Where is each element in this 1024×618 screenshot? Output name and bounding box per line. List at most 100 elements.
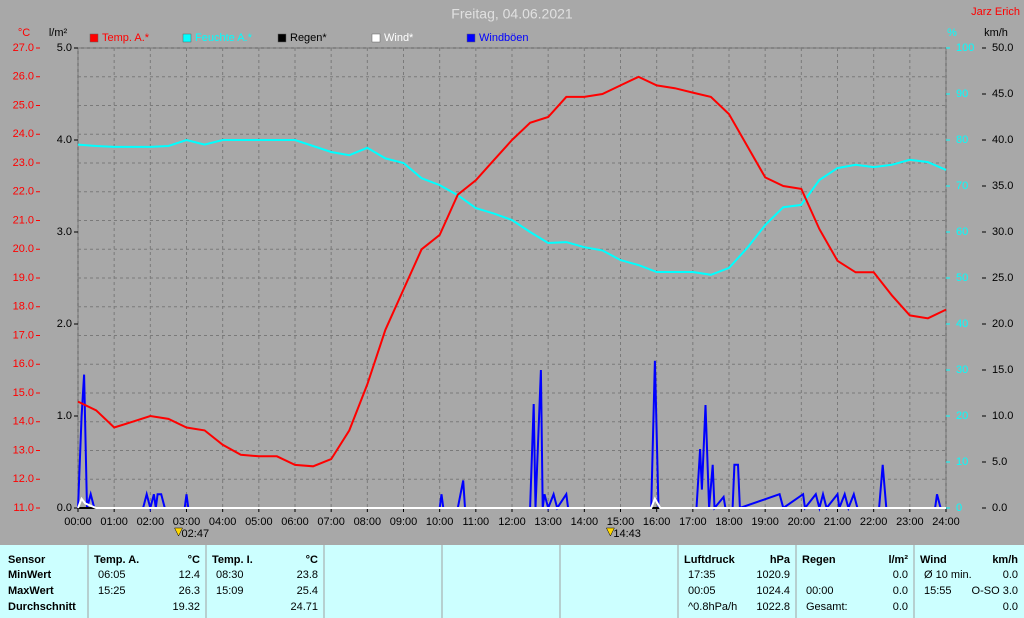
x-tick-label: 09:00 — [390, 516, 418, 528]
table-cell: Ø 10 min. — [924, 569, 972, 581]
annotation-icon — [605, 527, 615, 537]
x-tick-label: 06:00 — [281, 516, 309, 528]
table-cell: 1024.4 — [756, 585, 790, 597]
table-cell: 06:05 — [98, 569, 126, 581]
y-tick-label: 24.0 — [13, 128, 34, 140]
x-tick-label: 14:00 — [571, 516, 599, 528]
table-cell: 0.0 — [1003, 569, 1018, 581]
table-cell: 1020.9 — [756, 569, 790, 581]
table-cell: 24.71 — [290, 601, 318, 613]
y-tick-label: 30.0 — [992, 226, 1013, 238]
table-cell: 12.4 — [179, 569, 200, 581]
y-tick-label: 4.0 — [57, 134, 72, 146]
y-tick-label: 15.0 — [992, 364, 1013, 376]
y-tick-label: 21.0 — [13, 214, 34, 226]
y-tick-label: 60 — [956, 226, 968, 238]
x-tick-label: 23:00 — [896, 516, 924, 528]
x-tick-label: 03:00 — [173, 516, 201, 528]
x-tick-label: 02:00 — [137, 516, 165, 528]
x-tick-label: 10:00 — [426, 516, 454, 528]
table-cell: 17:35 — [688, 569, 716, 581]
annotation-label: 14:43 — [613, 528, 641, 540]
y-tick-label: 20.0 — [13, 243, 34, 255]
y-tick-label: 22.0 — [13, 186, 34, 198]
table-cell: 1022.8 — [756, 601, 790, 613]
table-row-label: MaxWert — [8, 585, 54, 597]
table-unit: km/h — [992, 554, 1018, 566]
y-tick-label: 23.0 — [13, 157, 34, 169]
y-tick-label: 10.0 — [992, 410, 1013, 422]
x-tick-label: 19:00 — [751, 516, 779, 528]
y-tick-label: 0.0 — [57, 502, 72, 514]
x-tick-label: 16:00 — [643, 516, 671, 528]
y-tick-label: 25.0 — [992, 272, 1013, 284]
table-cell: ^0.8hPa/h — [688, 601, 737, 613]
chart-title: Freitag, 04.06.2021 — [451, 6, 573, 22]
y-tick-label: 18.0 — [13, 301, 34, 313]
table-cell: 0.0 — [893, 601, 908, 613]
table-cell: 25.4 — [297, 585, 318, 597]
x-tick-label: 08:00 — [354, 516, 382, 528]
legend-swatch — [277, 33, 287, 43]
legend-label: Temp. A.* — [102, 32, 150, 44]
table-cell: 08:30 — [216, 569, 244, 581]
table-cell: 0.0 — [1003, 601, 1018, 613]
annotation-icon — [174, 527, 183, 537]
table-cell: 15:09 — [216, 585, 244, 597]
table-unit: °C — [188, 554, 200, 566]
table-header: Temp. A. — [94, 554, 139, 566]
y-tick-label: 30 — [956, 364, 968, 376]
x-tick-label: 07:00 — [317, 516, 345, 528]
table-cell: Gesamt: — [806, 601, 848, 613]
y-tick-label: 17.0 — [13, 329, 34, 341]
x-tick-label: 01:00 — [100, 516, 128, 528]
x-tick-label: 21:00 — [824, 516, 852, 528]
y-tick-label: 14.0 — [13, 416, 34, 428]
y-tick-label: 40 — [956, 318, 968, 330]
y-tick-label: 40.0 — [992, 134, 1013, 146]
table-cell: 19.32 — [172, 601, 200, 613]
table-header: Temp. I. — [212, 554, 253, 566]
x-tick-label: 20:00 — [788, 516, 816, 528]
y4-axis-unit: km/h — [984, 27, 1008, 39]
annotation-label: 02:47 — [182, 528, 210, 540]
y-tick-label: 15.0 — [13, 387, 34, 399]
table-cell: 0.0 — [893, 569, 908, 581]
x-tick-label: 22:00 — [860, 516, 888, 528]
legend-swatch — [466, 33, 476, 43]
y-tick-label: 5.0 — [992, 456, 1007, 468]
x-tick-label: 04:00 — [209, 516, 237, 528]
y-tick-label: 5.0 — [57, 42, 72, 54]
table-cell: 15:25 — [98, 585, 126, 597]
y-tick-label: 3.0 — [57, 226, 72, 238]
table-header: Wind — [920, 554, 947, 566]
table-cell: 23.8 — [297, 569, 318, 581]
y-tick-label: 100 — [956, 42, 974, 54]
y-tick-label: 12.0 — [13, 473, 34, 485]
y-tick-label: 20 — [956, 410, 968, 422]
author: Jarz Erich — [971, 6, 1020, 18]
table-cell: 15:55 — [924, 585, 952, 597]
y-tick-label: 2.0 — [57, 318, 72, 330]
y3-axis-unit: % — [947, 27, 957, 39]
table-unit: hPa — [770, 554, 791, 566]
table-header: Regen — [802, 554, 836, 566]
y-tick-label: 11.0 — [13, 502, 34, 514]
y-tick-label: 45.0 — [992, 88, 1013, 100]
legend-label: Wind* — [384, 32, 414, 44]
series-line — [77, 75, 947, 468]
table-row-label: Durchschnitt — [8, 601, 76, 613]
series-line — [77, 360, 946, 512]
table-cell: 00:00 — [806, 585, 834, 597]
y-tick-label: 35.0 — [992, 180, 1013, 192]
table-unit: l/m² — [888, 554, 908, 566]
x-tick-label: 13:00 — [534, 516, 562, 528]
legend-label: Feuchte A.* — [195, 32, 253, 44]
x-tick-label: 17:00 — [679, 516, 707, 528]
y-tick-label: 10 — [956, 456, 968, 468]
x-tick-label: 11:00 — [462, 516, 489, 528]
table-header: Luftdruck — [684, 554, 736, 566]
y-tick-label: 19.0 — [13, 272, 34, 284]
y-tick-label: 0.0 — [992, 502, 1007, 514]
